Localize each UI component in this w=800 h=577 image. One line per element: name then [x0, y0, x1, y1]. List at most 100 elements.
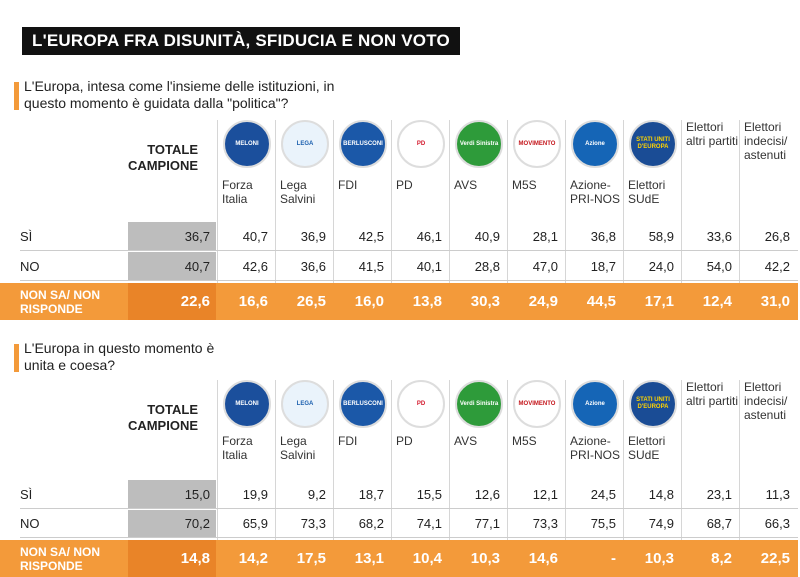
- value-cell: 42,6: [242, 258, 268, 274]
- value-cell: 22,5: [760, 550, 790, 567]
- value-cell: 74,1: [416, 516, 442, 531]
- column-divider: [275, 380, 276, 577]
- value-cell: 26,8: [764, 228, 790, 244]
- value-cell: 24,0: [648, 258, 674, 274]
- value-cell: 16,0: [354, 293, 384, 310]
- column-name: FDI: [338, 178, 358, 192]
- row-line: [20, 508, 798, 509]
- value-cell: 12,6: [474, 486, 500, 502]
- party-logo: STATI UNITI D'EUROPA: [629, 120, 677, 168]
- row-label: NO: [20, 258, 40, 274]
- value-cell: 30,3: [470, 293, 500, 310]
- value-cell: 36,6: [300, 258, 326, 274]
- party-logo: LEGA: [281, 380, 329, 428]
- value-cell: -: [611, 550, 616, 567]
- value-cell: 40,9: [474, 228, 500, 244]
- question: L'Europa in questo momento è unita e coe…: [24, 340, 215, 373]
- value-cell: 24,9: [528, 293, 558, 310]
- question-marker: [14, 344, 19, 372]
- value-cell: 8,2: [711, 550, 732, 567]
- value-cell: 42,5: [358, 228, 384, 244]
- value-cell: 13,1: [354, 550, 384, 567]
- value-cell: 46,1: [416, 228, 442, 244]
- value-cell: 26,5: [296, 293, 326, 310]
- row-line: [20, 537, 798, 538]
- value-cell: 40,7: [242, 228, 268, 244]
- column-divider: [449, 120, 450, 320]
- party-logo: PD: [397, 380, 445, 428]
- party-logo: BERLUSCONI: [339, 380, 387, 428]
- value-cell: 65,9: [242, 516, 268, 531]
- party-logo: Verdi Sinistra: [455, 380, 503, 428]
- column-name: Lega Salvini: [280, 178, 316, 206]
- total-cell: 36,7: [128, 222, 216, 250]
- value-cell: 36,8: [590, 228, 616, 244]
- value-cell: 14,6: [528, 550, 558, 567]
- value-cell: 12,1: [532, 486, 558, 502]
- value-cell: 14,2: [238, 550, 268, 567]
- row-label: NON SA/ NON RISPONDE: [20, 544, 101, 573]
- value-cell: 36,9: [300, 228, 326, 244]
- question: L'Europa, intesa come l'insieme delle is…: [24, 78, 335, 111]
- party-logo: MELONI: [223, 120, 271, 168]
- column-name: Azione-PRI-NOS: [570, 434, 621, 462]
- column-name: Elettori indecisi/ astenuti: [744, 380, 788, 422]
- value-cell: 44,5: [586, 293, 616, 310]
- column-divider: [507, 120, 508, 320]
- column-divider: [681, 120, 682, 320]
- total-cell: 40,7: [128, 252, 216, 280]
- value-cell: 15,5: [416, 486, 442, 502]
- value-cell: 23,1: [706, 486, 732, 502]
- column-name: Elettori altri partiti: [686, 380, 739, 408]
- value-cell: 58,9: [648, 228, 674, 244]
- party-logo: MELONI: [223, 380, 271, 428]
- column-name: PD: [396, 434, 413, 448]
- column-divider: [507, 380, 508, 577]
- value-cell: 75,5: [590, 516, 616, 531]
- value-cell: 68,7: [706, 516, 732, 531]
- column-name: Lega Salvini: [280, 434, 316, 462]
- column-divider: [391, 380, 392, 577]
- value-cell: 33,6: [706, 228, 732, 244]
- value-cell: 14,8: [648, 486, 674, 502]
- column-divider: [275, 120, 276, 320]
- value-cell: 42,2: [764, 258, 790, 274]
- column-divider: [565, 380, 566, 577]
- column-name: Elettori indecisi/ astenuti: [744, 120, 788, 162]
- party-logo: STATI UNITI D'EUROPA: [629, 380, 677, 428]
- value-cell: 16,6: [238, 293, 268, 310]
- column-name: M5S: [512, 178, 537, 192]
- value-cell: 40,1: [416, 258, 442, 274]
- value-cell: 73,3: [300, 516, 326, 531]
- value-cell: 19,9: [242, 486, 268, 502]
- value-cell: 13,8: [412, 293, 442, 310]
- value-cell: 73,3: [532, 516, 558, 531]
- row-label: SÌ: [20, 486, 33, 502]
- column-name: M5S: [512, 434, 537, 448]
- value-cell: 47,0: [532, 258, 558, 274]
- total-label: TOTALE CAMPIONE: [127, 142, 198, 173]
- column-divider: [623, 380, 624, 577]
- column-name: Elettori SUdE: [628, 178, 666, 206]
- row-line: [20, 280, 798, 281]
- column-divider: [623, 120, 624, 320]
- party-logo: Azione: [571, 120, 619, 168]
- value-cell: 54,0: [706, 258, 732, 274]
- title: L'EUROPA FRA DISUNITÀ, SFIDUCIA E NON VO…: [22, 27, 460, 55]
- value-cell: 74,9: [648, 516, 674, 531]
- column-name: Azione-PRI-NOS: [570, 178, 621, 206]
- value-cell: 28,1: [532, 228, 558, 244]
- value-cell: 10,3: [470, 550, 500, 567]
- party-logo: Verdi Sinistra: [455, 120, 503, 168]
- value-cell: 68,2: [358, 516, 384, 531]
- total-cell: 22,6: [128, 283, 216, 320]
- value-cell: 41,5: [358, 258, 384, 274]
- party-logo: MOVIMENTO: [513, 120, 561, 168]
- total-cell: 15,0: [128, 480, 216, 508]
- value-cell: 17,5: [296, 550, 326, 567]
- column-divider: [739, 120, 740, 320]
- party-logo: LEGA: [281, 120, 329, 168]
- party-logo: PD: [397, 120, 445, 168]
- row-label: NO: [20, 516, 40, 531]
